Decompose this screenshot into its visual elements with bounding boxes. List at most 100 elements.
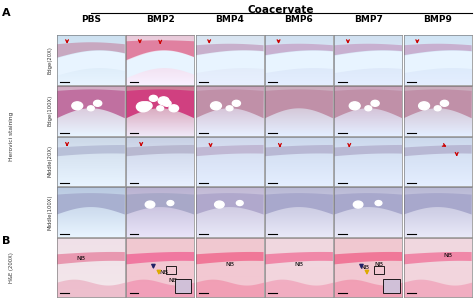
Bar [404, 213, 472, 214]
Bar [196, 246, 264, 247]
Bar [404, 159, 472, 160]
Bar [404, 277, 472, 278]
Bar [126, 40, 194, 41]
Bar [334, 198, 402, 199]
Bar [265, 62, 333, 63]
Bar [404, 217, 472, 218]
Bar [265, 66, 333, 67]
Bar [196, 139, 264, 141]
Bar [334, 247, 402, 248]
Bar [334, 153, 402, 154]
Bar [57, 280, 125, 282]
Bar [57, 224, 125, 225]
Bar [57, 70, 125, 71]
Bar [265, 266, 333, 267]
Bar [334, 188, 402, 189]
Bar [196, 227, 264, 228]
Bar [57, 202, 125, 203]
Bar [334, 269, 402, 270]
Bar [334, 240, 402, 241]
Bar [57, 116, 125, 117]
Bar [265, 103, 333, 104]
Bar [334, 244, 402, 245]
Polygon shape [404, 44, 472, 55]
Bar [404, 125, 472, 126]
Bar [265, 78, 333, 79]
Bar [265, 257, 333, 258]
Bar [57, 193, 125, 194]
Bar [334, 197, 402, 198]
Bar [57, 83, 125, 84]
Bar [126, 93, 194, 94]
Bar [265, 42, 333, 43]
Bar [57, 114, 125, 115]
Bar [196, 43, 264, 44]
Bar [334, 169, 402, 170]
Bar [57, 252, 125, 253]
Bar [57, 81, 125, 82]
Bar [334, 231, 402, 232]
Bar [265, 60, 333, 61]
Bar [265, 208, 333, 209]
Bar [334, 134, 402, 135]
Bar [196, 143, 264, 145]
Bar [126, 231, 194, 232]
Bar [404, 48, 472, 49]
Bar [404, 168, 472, 169]
Bar [334, 158, 402, 159]
Bar [265, 94, 333, 95]
Bar [196, 209, 264, 210]
Text: NB: NB [360, 265, 369, 270]
Bar [265, 173, 333, 174]
Bar [334, 64, 402, 65]
Bar [265, 169, 333, 170]
Bar [334, 267, 402, 269]
Bar [265, 296, 333, 297]
Bar [404, 290, 472, 291]
Text: BMP2: BMP2 [146, 15, 174, 24]
Bar [334, 43, 402, 44]
Bar [57, 141, 125, 142]
Bar [334, 73, 402, 74]
Bar [126, 197, 194, 198]
Circle shape [434, 106, 441, 111]
Bar [196, 157, 264, 158]
Bar [334, 118, 402, 119]
Bar [196, 62, 264, 63]
Bar [126, 164, 194, 165]
Bar [126, 76, 194, 77]
Bar [126, 294, 194, 296]
Circle shape [87, 106, 94, 111]
Bar [126, 55, 194, 56]
Bar [196, 131, 264, 132]
Bar [57, 289, 125, 290]
Bar [196, 274, 264, 276]
Bar [334, 182, 402, 183]
Bar [334, 119, 402, 120]
Bar [196, 173, 264, 174]
Bar [334, 200, 402, 201]
Bar [265, 105, 333, 106]
Bar [265, 137, 333, 138]
Bar [196, 279, 264, 280]
Bar [334, 128, 402, 129]
Bar [265, 89, 333, 90]
Polygon shape [265, 44, 333, 55]
Bar [57, 151, 125, 153]
Bar [57, 248, 125, 250]
Bar [57, 108, 125, 109]
Bar [404, 224, 472, 225]
Bar [404, 270, 472, 271]
Circle shape [210, 102, 221, 110]
Bar [126, 168, 194, 169]
Bar [404, 190, 472, 191]
Bar [334, 238, 402, 239]
Bar [265, 71, 333, 72]
Bar [126, 210, 194, 211]
Bar [404, 258, 472, 259]
Bar [126, 102, 194, 103]
Bar [126, 262, 194, 264]
Bar [57, 46, 125, 47]
Bar [126, 201, 194, 202]
Bar [126, 137, 194, 138]
